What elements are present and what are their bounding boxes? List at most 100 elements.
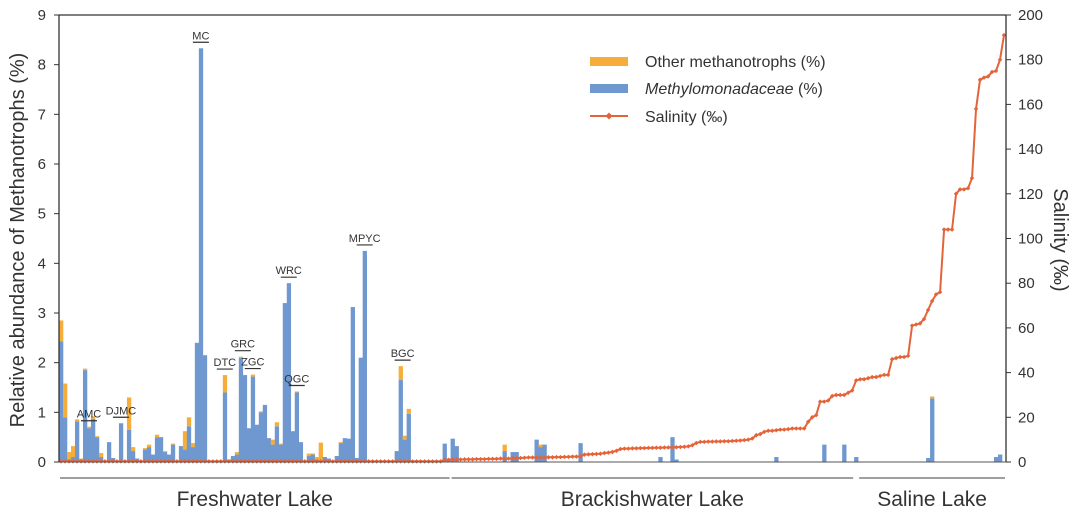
salinity-point [582, 452, 587, 457]
salinity-point [434, 459, 439, 464]
y-tick-label: 5 [38, 206, 46, 223]
salinity-point [757, 431, 763, 437]
salinity-point [881, 372, 887, 378]
salinity-point [374, 459, 379, 464]
bar-methylomonadaceae [342, 438, 347, 462]
salinity-point [598, 451, 603, 456]
bar-methylomonadaceae [822, 444, 827, 462]
bar-methylomonadaceae [230, 456, 236, 462]
salinity-point [622, 446, 627, 451]
salinity-point [626, 446, 631, 451]
bar-other-methanotrophs [170, 443, 176, 445]
y2-tick-label: 100 [1018, 231, 1043, 248]
salinity-point [678, 444, 683, 450]
y2-tick-label: 20 [1018, 409, 1035, 426]
salinity-point [114, 459, 120, 464]
legend-swatch-methylo [590, 84, 628, 93]
y-tick-label: 1 [38, 404, 46, 421]
salinity-point [702, 439, 707, 445]
salinity-point [901, 354, 907, 360]
bar-methylomonadaceae [442, 443, 447, 462]
bar-other-methanotrophs [318, 442, 324, 462]
salinity-point [366, 459, 371, 464]
bar-methylomonadaceae [334, 456, 340, 462]
bar-other-methanotrophs [62, 383, 68, 418]
bar-methylomonadaceae [158, 437, 164, 462]
salinity-point [470, 457, 475, 462]
salinity-point [610, 449, 615, 455]
salinity-point [482, 456, 487, 462]
bar-other-methanotrophs [294, 391, 300, 393]
bar-other-methanotrophs [130, 447, 136, 452]
salinity-point [674, 444, 679, 450]
bar-methylomonadaceae [774, 457, 779, 462]
y2-tick-label: 40 [1018, 365, 1035, 382]
salinity-point [726, 438, 731, 444]
legend-swatch-other [590, 57, 628, 66]
bar-methylomonadaceae [294, 392, 300, 462]
y-tick-label: 2 [38, 355, 46, 372]
salinity-point [518, 455, 523, 461]
bar-methylomonadaceae [194, 342, 200, 462]
salinity-point [877, 373, 883, 379]
salinity-point [550, 455, 555, 460]
salinity-point [869, 374, 875, 380]
bar-other-methanotrophs [74, 419, 80, 422]
annotation-label: BGC [391, 348, 415, 360]
bar-methylomonadaceae [262, 404, 268, 462]
bar-other-methanotrophs [502, 444, 507, 452]
salinity-point [761, 429, 767, 435]
salinity-point [594, 451, 599, 457]
salinity-point [666, 445, 671, 450]
bar-other-methanotrophs [270, 439, 276, 445]
bar-methylomonadaceae [170, 444, 176, 462]
bar-methylomonadaceae [358, 357, 363, 462]
bar-other-methanotrophs [182, 431, 188, 450]
bar-other-methanotrophs [59, 320, 64, 342]
salinity-point [590, 451, 595, 457]
salinity-point [821, 399, 827, 404]
y-tick-label: 0 [38, 454, 46, 471]
bar-other-methanotrophs [94, 436, 100, 438]
group-brackets-layer: Freshwater Lake Brackishwater Lake Saline … [60, 477, 1005, 511]
salinity-point [522, 455, 527, 461]
bar-methylomonadaceae [306, 456, 312, 462]
bar-methylomonadaceae [578, 443, 583, 462]
annotation-label: DTC [214, 357, 237, 369]
salinity-point [797, 426, 803, 431]
bar-methylomonadaceae [266, 438, 272, 462]
salinity-point [554, 454, 559, 460]
annotation-label: MPYC [349, 233, 381, 245]
bar-other-methanotrophs [538, 444, 543, 448]
bar-other-methanotrophs [66, 452, 72, 460]
salinity-point [789, 426, 795, 431]
salinity-point [933, 292, 939, 297]
salinity-point [634, 446, 639, 451]
salinity-point [542, 455, 547, 460]
salinity-point [494, 456, 499, 462]
bar-other-methanotrophs [82, 368, 88, 371]
bar-methylomonadaceae [454, 446, 459, 462]
annotation-label: AMC [77, 409, 102, 421]
bar-methylomonadaceae [658, 457, 663, 462]
salinity-point [578, 454, 583, 459]
salinity-point [785, 426, 791, 432]
bar-other-methanotrophs [398, 366, 403, 381]
salinity-point [646, 445, 651, 451]
salinity-point [102, 459, 108, 464]
bar-methylomonadaceae [234, 454, 240, 462]
salinity-point [909, 323, 915, 328]
salinity-point [574, 454, 579, 459]
bar-other-methanotrophs [162, 451, 168, 453]
y-tick-label: 7 [38, 106, 46, 123]
salinity-point [546, 455, 551, 460]
y-tick-label: 9 [38, 7, 46, 24]
annotation-label: QGC [284, 373, 309, 385]
bar-methylomonadaceae [290, 431, 296, 462]
salinity-point [174, 459, 180, 464]
salinity-point [893, 355, 899, 361]
salinity-point [925, 307, 931, 313]
bar-methylomonadaceae [198, 48, 204, 462]
salinity-point [214, 459, 220, 464]
bars-layer [59, 48, 1003, 462]
